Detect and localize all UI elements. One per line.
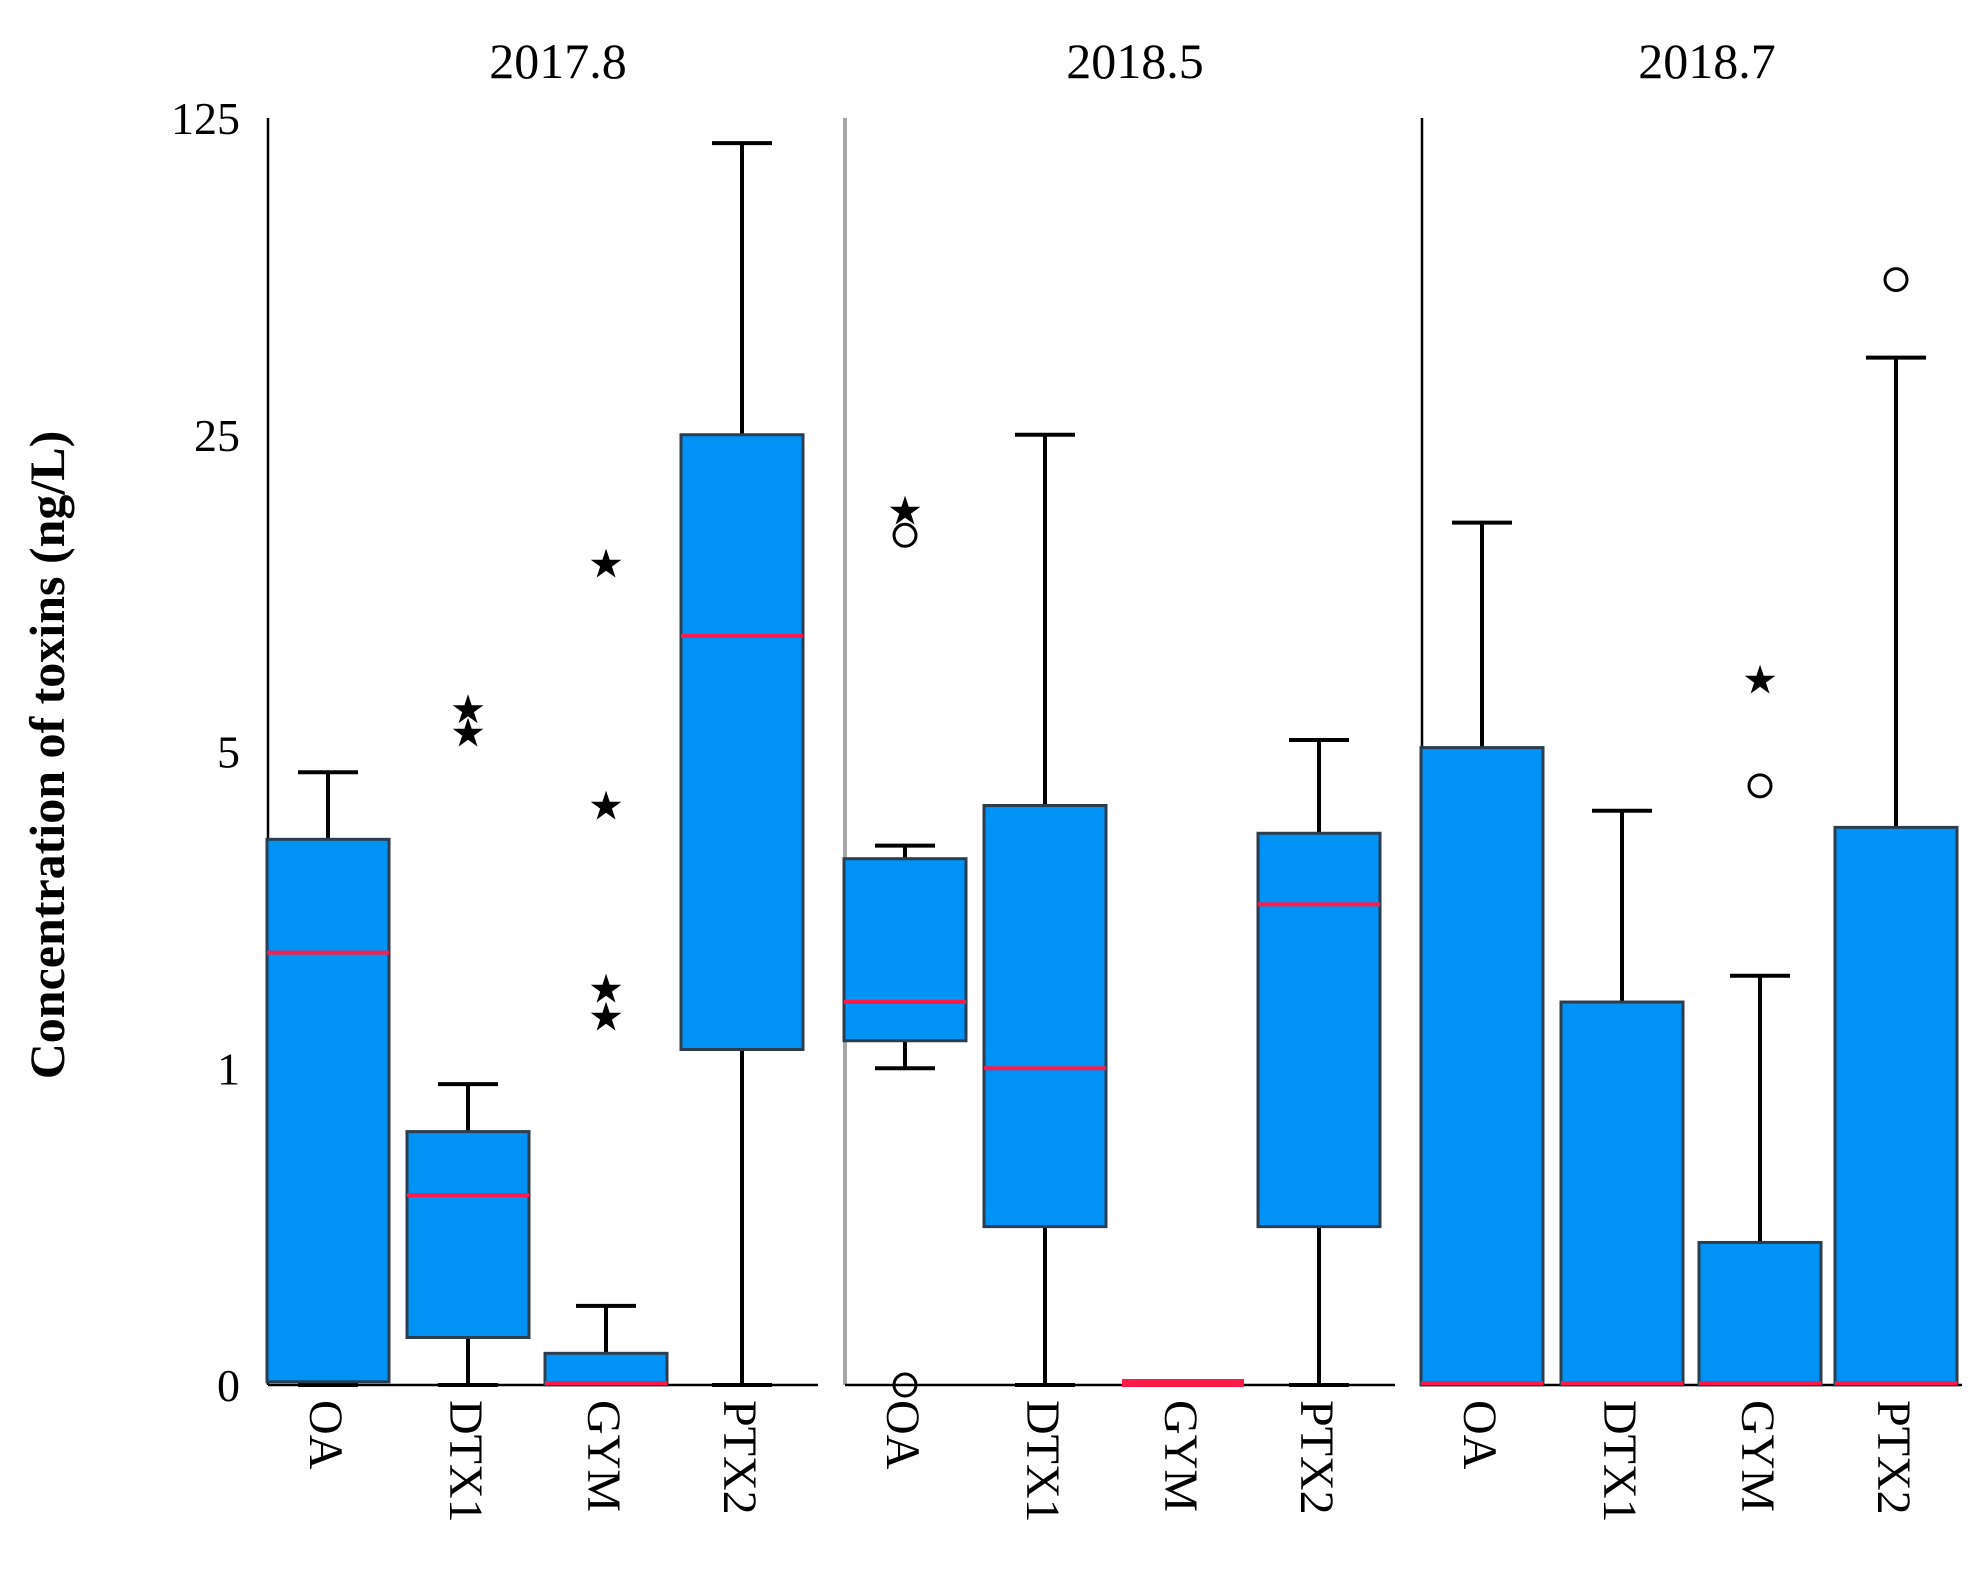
box-oa xyxy=(1419,746,1545,1387)
box-oa xyxy=(265,837,391,1384)
extreme-star: ★ xyxy=(588,784,624,830)
outlier-circle xyxy=(1747,773,1773,799)
labels-layer: 015251256252017.8OADTX1GYMPTX22018.5OADT… xyxy=(171,33,1920,1523)
outlier-circle xyxy=(1883,267,1909,293)
box-gym xyxy=(543,1351,669,1387)
boxes-layer xyxy=(265,141,1959,1387)
y-tick-label: 0 xyxy=(217,1360,240,1411)
y-tick-label: 125 xyxy=(171,93,240,144)
x-tick-label: GYM xyxy=(1154,1400,1207,1512)
panel-title: 2017.8 xyxy=(489,33,627,89)
x-tick-label: DTX1 xyxy=(1016,1400,1069,1523)
box-dtx1 xyxy=(1559,1000,1685,1387)
panel-title: 2018.7 xyxy=(1638,33,1776,89)
outlier-circle xyxy=(892,1372,918,1398)
extreme-star: ★ xyxy=(450,711,486,757)
outlier-circle xyxy=(892,522,918,548)
panel-title: 2018.5 xyxy=(1066,33,1204,89)
box-gym xyxy=(1697,1240,1823,1387)
extreme-star: ★ xyxy=(588,995,624,1041)
box-ptx2 xyxy=(1833,825,1959,1387)
x-tick-label: OA xyxy=(1453,1400,1506,1470)
x-tick-label: GYM xyxy=(1731,1400,1784,1512)
extreme-star: ★ xyxy=(887,489,923,535)
extreme-star: ★ xyxy=(588,966,624,1012)
box-dtx1 xyxy=(982,804,1108,1229)
extreme-star: ★ xyxy=(1742,658,1778,704)
x-tick-label: PTX2 xyxy=(713,1400,766,1515)
x-tick-label: PTX2 xyxy=(1290,1400,1343,1515)
box-oa xyxy=(842,857,968,1043)
y-tick-label: 1 xyxy=(217,1043,240,1094)
x-tick-label: PTX2 xyxy=(1867,1400,1920,1515)
box-ptx2 xyxy=(679,433,805,1051)
y-tick-label: 25 xyxy=(194,410,240,461)
extreme-star: ★ xyxy=(588,541,624,587)
outliers-layer: ★★★★★★★★★★ xyxy=(450,267,1909,1398)
x-tick-label: DTX1 xyxy=(1593,1400,1646,1523)
y-axis-label: Concentration of toxins (ng/L) xyxy=(19,431,75,1080)
x-tick-label: OA xyxy=(299,1400,352,1470)
x-tick-label: DTX1 xyxy=(439,1400,492,1523)
x-tick-label: GYM xyxy=(577,1400,630,1512)
box-dtx1 xyxy=(405,1130,531,1339)
box-ptx2 xyxy=(1256,831,1382,1229)
extreme-star: ★ xyxy=(450,687,486,733)
y-tick-label: 5 xyxy=(217,727,240,778)
x-tick-label: OA xyxy=(876,1400,929,1470)
